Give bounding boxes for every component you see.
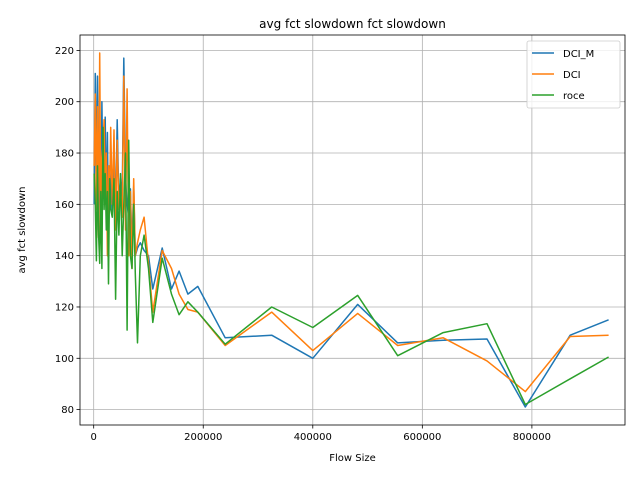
legend-box — [526, 40, 621, 109]
y-tick-label: 180 — [55, 149, 74, 160]
legend-label: roce — [563, 91, 585, 102]
legend-label: DCI — [563, 70, 581, 81]
plot-frame — [79, 34, 626, 426]
y-tick-label: 220 — [55, 46, 74, 57]
series-line-dci-m — [93, 57, 609, 408]
y-tick-label: 120 — [55, 302, 74, 313]
series-line-roce — [93, 126, 609, 406]
y-axis-title: avg fct slowdown — [17, 187, 28, 274]
y-tick-label: 140 — [55, 251, 74, 262]
x-tick-label: 400000 — [294, 432, 332, 443]
x-tick-label: 800000 — [513, 432, 551, 443]
series-lines — [93, 52, 609, 408]
x-tick-label: 600000 — [403, 432, 441, 443]
x-tick-label: 0 — [91, 432, 97, 443]
y-tick-label: 160 — [55, 200, 74, 211]
axis-ticks: 0 200000 400000 600000 800000 80 100 120 140 160 1… — [55, 46, 551, 443]
legend-label: DCI_M — [563, 49, 594, 60]
y-tick-label: 100 — [55, 354, 74, 365]
y-tick-label: 200 — [55, 97, 74, 108]
y-tick-label: 80 — [61, 405, 74, 416]
x-axis-title: Flow Size — [329, 453, 376, 464]
x-tick-label: 200000 — [184, 432, 222, 443]
chart-title: avg fct slowdown fct slowdown — [259, 17, 446, 31]
legend: DCI_M DCI roce — [526, 40, 621, 109]
